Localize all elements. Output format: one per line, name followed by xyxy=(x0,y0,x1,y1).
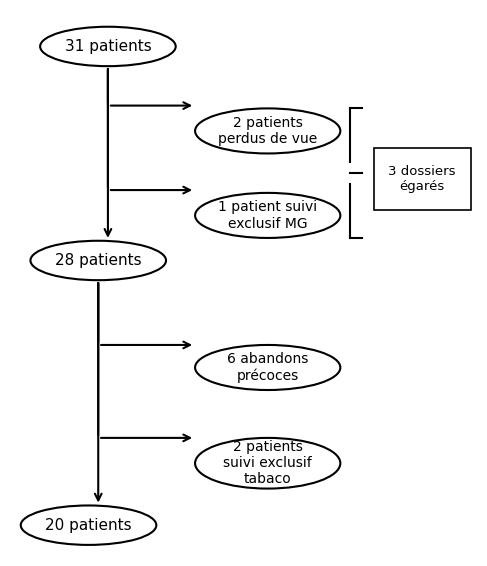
FancyBboxPatch shape xyxy=(374,148,470,210)
Text: 6 abandons
précoces: 6 abandons précoces xyxy=(227,352,308,383)
Text: 3 dossiers
égarés: 3 dossiers égarés xyxy=(388,165,455,193)
Text: 28 patients: 28 patients xyxy=(55,253,142,268)
Text: 2 patients
suivi exclusif
tabaco: 2 patients suivi exclusif tabaco xyxy=(224,440,312,486)
Text: 31 patients: 31 patients xyxy=(65,39,151,54)
Text: 2 patients
perdus de vue: 2 patients perdus de vue xyxy=(218,116,318,146)
Text: 1 patient suivi
exclusif MG: 1 patient suivi exclusif MG xyxy=(218,200,317,230)
Text: 20 patients: 20 patients xyxy=(45,518,132,533)
